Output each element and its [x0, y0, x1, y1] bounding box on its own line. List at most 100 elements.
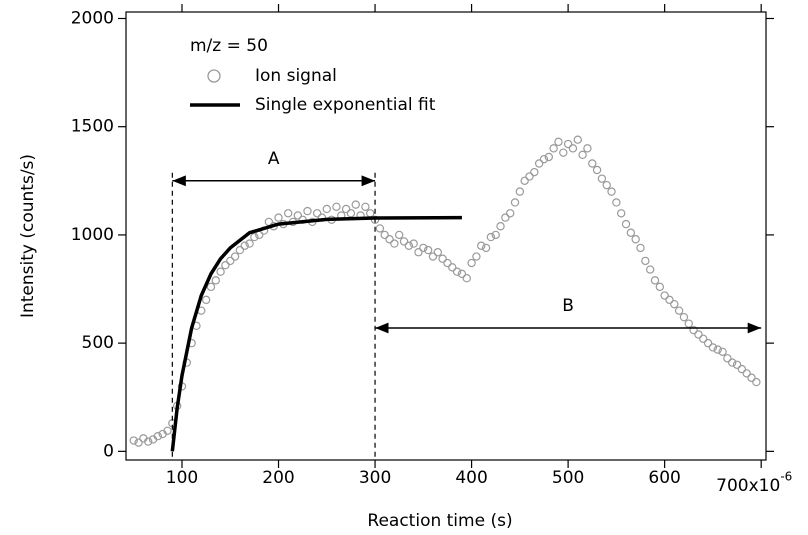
x-tick-exponent: -6 — [780, 470, 792, 484]
data-point — [211, 276, 220, 285]
data-point — [510, 198, 520, 207]
data-point — [419, 243, 428, 253]
data-point — [544, 152, 554, 162]
data-point — [679, 312, 689, 322]
data-point — [665, 295, 674, 305]
x-tick-label: 300 — [359, 468, 391, 488]
data-point — [607, 187, 616, 196]
data-point — [592, 165, 602, 175]
data-point — [496, 222, 505, 231]
data-point — [390, 239, 399, 248]
data-point — [674, 306, 684, 315]
data-point — [438, 254, 447, 263]
data-point — [481, 243, 491, 253]
data-point — [221, 261, 230, 270]
data-point — [554, 137, 563, 147]
data-point — [467, 258, 476, 268]
data-point — [216, 267, 225, 276]
data-point — [144, 437, 153, 446]
data-point — [747, 373, 756, 382]
data-point — [361, 202, 370, 211]
data-point — [380, 230, 389, 240]
x-tick-label: 400 — [455, 468, 487, 488]
data-point — [351, 200, 360, 209]
data-point — [525, 172, 534, 181]
data-point — [312, 209, 322, 218]
data-point — [713, 345, 722, 354]
data-point — [501, 213, 510, 222]
data-point — [699, 334, 708, 344]
x-tick-label: 500 — [552, 468, 584, 488]
y-tick-label: 0 — [103, 441, 114, 461]
data-point — [505, 209, 515, 218]
data-point — [621, 219, 631, 229]
data-point — [559, 148, 568, 157]
data-point — [366, 209, 375, 218]
data-point — [732, 360, 742, 369]
data-point — [612, 198, 621, 207]
data-point — [201, 295, 211, 305]
data-point — [293, 211, 303, 220]
data-point — [428, 252, 438, 261]
data-point — [660, 291, 669, 300]
data-point — [631, 235, 640, 244]
data-point — [385, 235, 394, 244]
legend-label: Ion signal — [255, 66, 337, 86]
data-point — [491, 230, 500, 240]
y-axis-title: Intensity (counts/s) — [18, 154, 38, 318]
data-point — [694, 330, 703, 339]
data-point — [549, 144, 558, 153]
data-point — [737, 364, 747, 374]
data-point — [573, 135, 582, 144]
data-point — [375, 224, 385, 233]
data-point — [597, 174, 607, 183]
data-point — [250, 232, 259, 242]
data-point — [568, 144, 578, 153]
data-point — [452, 267, 462, 276]
data-point — [346, 209, 356, 218]
data-point — [602, 180, 611, 190]
data-point — [530, 167, 539, 177]
data-point — [650, 276, 660, 285]
data-point — [134, 438, 143, 447]
x-axis-title: Reaction time (s) — [367, 511, 512, 531]
y-tick-label: 500 — [82, 333, 114, 353]
data-point — [163, 426, 172, 435]
data-point — [472, 252, 481, 261]
data-point — [399, 237, 409, 246]
x-tick-label: 600 — [648, 468, 680, 488]
data-point — [206, 282, 216, 292]
annotation-label: B — [562, 296, 574, 316]
data-point — [477, 241, 486, 250]
data-point — [728, 358, 737, 367]
data-point — [641, 256, 650, 266]
data-point — [303, 206, 312, 216]
y-tick-label: 2000 — [71, 8, 114, 28]
data-point — [588, 159, 597, 168]
data-point — [409, 239, 418, 248]
data-point — [457, 269, 467, 279]
data-point — [655, 282, 665, 292]
data-point — [718, 347, 727, 356]
data-point — [443, 258, 452, 268]
legend-title: m/z = 50 — [190, 36, 268, 56]
data-point — [245, 239, 254, 248]
plot-frame — [125, 11, 767, 461]
data-point — [462, 274, 471, 283]
data-point — [283, 209, 293, 218]
x-tick-label: 100 — [166, 468, 198, 488]
data-point — [322, 204, 331, 214]
data-point — [617, 209, 626, 218]
y-tick-label: 1000 — [71, 225, 114, 245]
legend-marker — [207, 69, 221, 83]
data-point — [341, 204, 351, 214]
data-point — [240, 241, 249, 250]
data-point — [723, 354, 732, 363]
y-tick-label: 1500 — [71, 117, 114, 137]
data-point — [414, 248, 423, 257]
data-point — [539, 154, 549, 164]
data-point — [448, 263, 457, 272]
data-point — [708, 343, 718, 352]
data-point — [433, 248, 442, 257]
